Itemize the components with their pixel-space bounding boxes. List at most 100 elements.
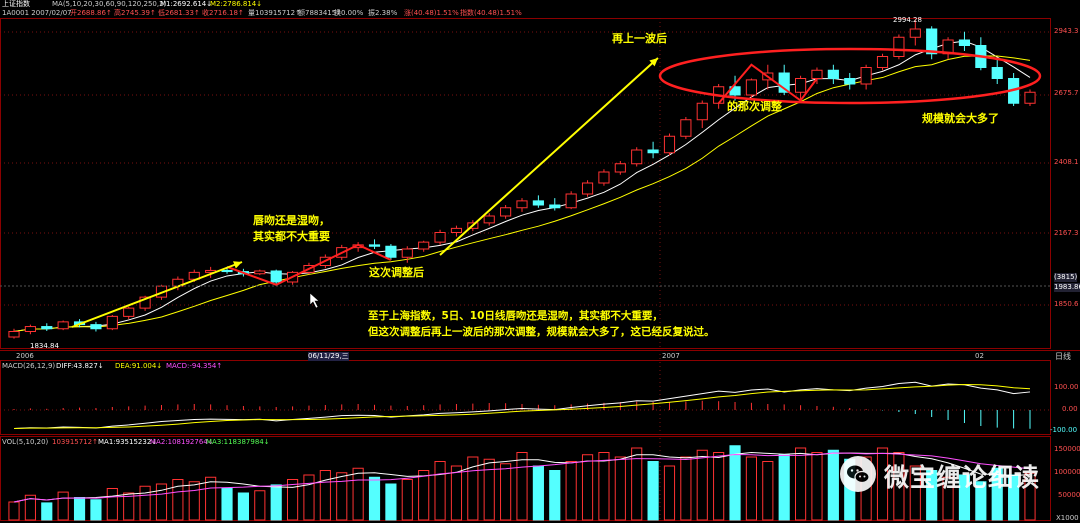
vol-unit: X1000 (1056, 514, 1079, 522)
candle-body (401, 248, 413, 258)
price-label-high: 2994.28 (893, 16, 922, 24)
y-tick-5: 1850.6 (1054, 300, 1079, 308)
volume-bar (795, 447, 807, 521)
volume-bar (745, 456, 757, 521)
open-value: 开2688.86↑ (70, 9, 112, 17)
volume-bar (368, 476, 381, 521)
volume-bar (352, 467, 364, 521)
volume-bar (909, 465, 921, 521)
macd-label: MACD(26,12,9) (2, 362, 56, 370)
x-label-2007: 2007 (662, 352, 680, 360)
candle-body (532, 200, 544, 206)
macd-tick-1: 100.00 (1054, 383, 1079, 391)
cursor-value: 1983.86 (1054, 283, 1080, 292)
candle-body (139, 296, 151, 309)
annotation-lip-kiss-2: 其实都不大重要 (253, 230, 330, 243)
volume-bar (41, 502, 53, 521)
volume-bar (631, 447, 643, 521)
volume-bar (57, 491, 69, 521)
period-label[interactable]: 日线 (1055, 352, 1071, 361)
annotation-next-wave: 再上一波后 (612, 32, 667, 45)
vol-ma3: MA3:118387984↓ (206, 438, 270, 446)
volume-bar (893, 452, 905, 521)
volume-bar (254, 490, 266, 521)
volume-bar (123, 492, 135, 521)
annotation-note-1: 至于上海指数，5日、10日线唇吻还是湿吻，其实都不大重要， (368, 310, 663, 322)
volume-bar (876, 447, 889, 521)
vol-label: VOL(5,10,20) (2, 438, 49, 446)
candle-body (270, 270, 282, 283)
vol-tick-1: 150000 (1054, 445, 1080, 453)
high-value: 高2745.39↑ (114, 9, 156, 17)
volume-bar (827, 449, 839, 521)
candle-body (434, 232, 446, 243)
macd-diff-line (13, 381, 1031, 429)
watermark: 微宝缠论细读 (884, 463, 1041, 492)
candle-body (8, 331, 20, 338)
macd-tick-2: 0.00 (1062, 405, 1078, 413)
candle-body (909, 28, 921, 38)
candle-body (598, 171, 610, 184)
volume-bar (221, 488, 233, 521)
candle-body (614, 163, 626, 173)
red-zigzag-2 (717, 63, 818, 104)
volume-bar (237, 492, 249, 521)
vol-ma10-line (13, 452, 1031, 503)
candle-body (827, 69, 839, 79)
volume-bar (434, 461, 446, 521)
ma-m1: M1:2692.614↓ (160, 0, 213, 8)
volume-bar (696, 449, 708, 521)
macd-dea-line (13, 384, 1031, 429)
candle-body (41, 326, 53, 330)
header-title: 上证指数 (2, 0, 30, 8)
volume-value: 量103915712↑ (248, 9, 301, 17)
cursor-label: (3815) (1054, 273, 1078, 282)
ma-params: MA(5,10,20,30,60,90,120,250,2) (52, 0, 167, 8)
wechat-icon (840, 456, 876, 492)
candle-body (745, 79, 757, 96)
y-tick-3: 2408.1 (1054, 158, 1079, 166)
volume-bar (614, 456, 626, 521)
volume-bar (483, 458, 495, 521)
volume-bar (155, 483, 168, 521)
vol-tick-3: 50000 (1058, 491, 1080, 499)
volume-bar (565, 461, 577, 521)
volume-bar (647, 461, 659, 521)
y-tick-4: 2167.3 (1054, 229, 1079, 237)
vol-ma1: MA1:93515232↓ (98, 438, 158, 446)
volume-bar (598, 452, 610, 521)
x-label-02: 02 (975, 352, 984, 360)
volume-bar (663, 465, 676, 521)
candle-body (385, 245, 397, 258)
x-label-2006: 2006 (16, 352, 34, 360)
vol-value: 103915712↑ (52, 438, 98, 446)
candle-body (90, 324, 102, 330)
change-value: 涨(40.48)1.51% (404, 9, 459, 17)
annotation-this-adjust: 这次调整后 (369, 266, 424, 279)
candle-body (893, 36, 905, 57)
candle-body (844, 78, 856, 85)
candle-body (680, 119, 692, 137)
candle-body (876, 56, 889, 68)
turnover-value: 换0.00% (334, 9, 364, 17)
candle-body (647, 149, 659, 154)
annotation-scale: 规模就会大多了 (922, 112, 999, 125)
volume-bar (8, 501, 20, 521)
candle-body (860, 67, 872, 85)
volume-bar (762, 461, 774, 521)
volume-bar (172, 479, 184, 521)
volume-bar (581, 454, 594, 521)
volume-bar (73, 497, 86, 521)
vol-ma2: MA2:108192764↓ (150, 438, 214, 446)
candle-body (926, 28, 938, 55)
volume-bar (516, 452, 528, 521)
volume-bar (450, 465, 463, 521)
volume-bar (106, 488, 118, 521)
candle-body (696, 102, 708, 121)
volume-bar (926, 470, 938, 521)
volume-bar (24, 494, 36, 521)
volume-bar (942, 476, 954, 521)
candle-body (368, 244, 381, 247)
volume-bar (467, 456, 479, 521)
code-date: 1A0001 2007/02/07 (2, 9, 72, 17)
